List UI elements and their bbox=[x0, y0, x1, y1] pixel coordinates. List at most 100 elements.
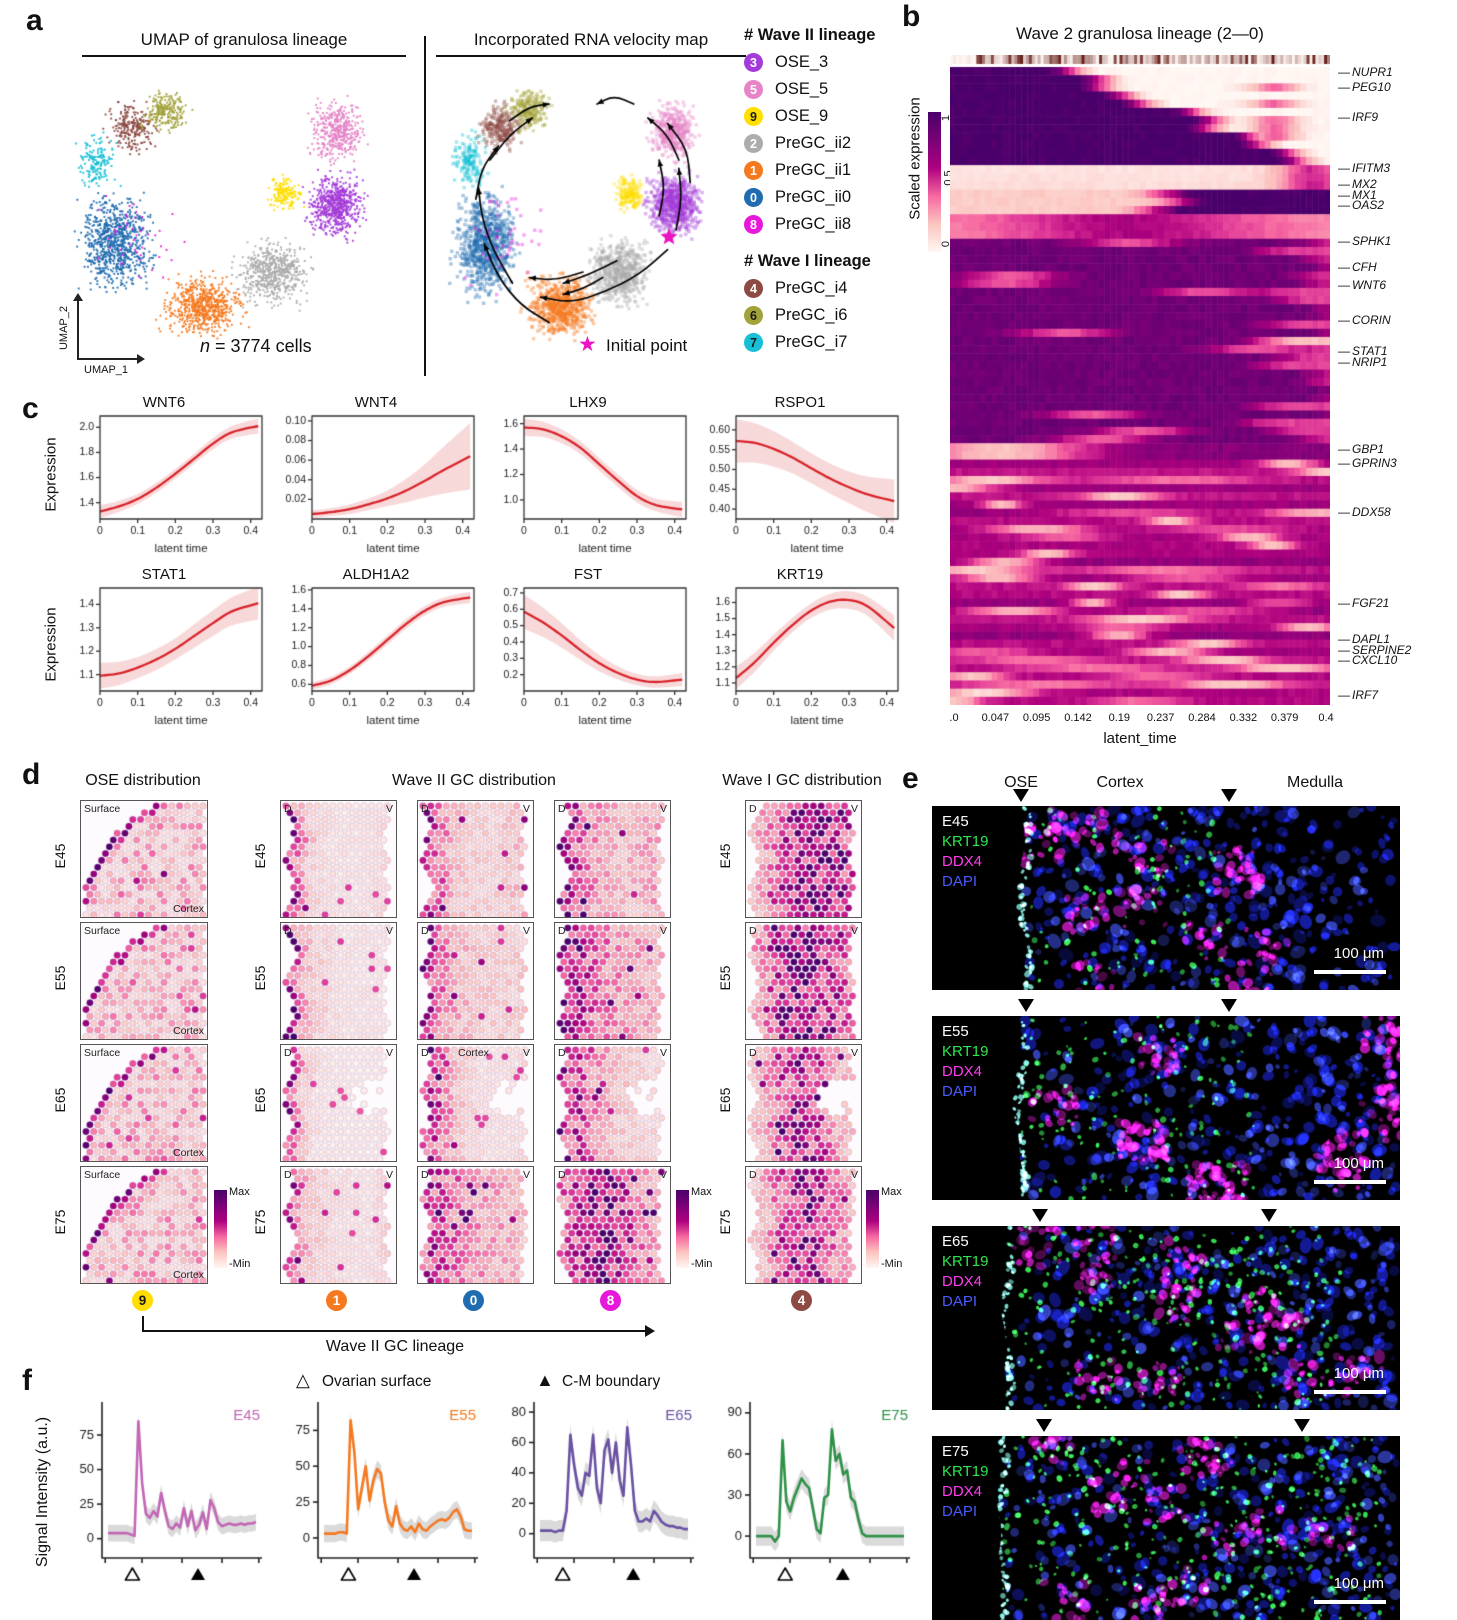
gene-label: — MX2 bbox=[1338, 177, 1377, 191]
heatmap-canvas bbox=[950, 55, 1330, 705]
umap-axis-y bbox=[77, 300, 79, 360]
legend-wave2-items: 3 OSE_3 5 OSE_5 9 OSE_9 2 PreGC_ii2 1 PreGC_ii1 0 P… bbox=[744, 49, 894, 238]
fluorescence-image: E75 KRT19 DDX4 DAPI 100 μm bbox=[932, 1419, 1400, 1620]
scale-bar bbox=[1314, 1390, 1386, 1394]
gene-label: — DDX58 bbox=[1338, 505, 1391, 519]
intensity-plot bbox=[710, 1396, 916, 1604]
fluorescence-canvas bbox=[932, 1436, 1400, 1620]
expression-plot: ALDH1A2 bbox=[272, 566, 480, 738]
fluorescence-canvas bbox=[932, 1226, 1400, 1410]
gene-label-name: PEG10 bbox=[1352, 80, 1391, 95]
colorbar-max-label: Max bbox=[691, 1186, 712, 1198]
heatmap-xtick: 0.142 bbox=[1064, 712, 1092, 724]
cluster-badge: 5 bbox=[744, 80, 763, 99]
fluorescence-image: E65 KRT19 DDX4 DAPI 100 μm bbox=[932, 1209, 1400, 1410]
colorbar-min-label: -Min bbox=[229, 1258, 251, 1270]
gene-label: — WNT6 bbox=[1338, 278, 1386, 292]
panel-f: f △ Ovarian surface ▲ C-M boundary Signa… bbox=[0, 1358, 920, 1605]
ventral-label: V bbox=[522, 803, 530, 815]
scale-bar bbox=[1314, 970, 1386, 974]
cortex-header: Cortex bbox=[1096, 774, 1144, 791]
intensity-plot-canvas bbox=[710, 1396, 916, 1604]
expression-plot: LHX9 bbox=[484, 394, 692, 566]
expression-plot-title: WNT6 bbox=[142, 394, 186, 411]
age-label: E75 bbox=[942, 1443, 969, 1460]
spatial-row-label: E65 bbox=[52, 1087, 68, 1113]
gene-label-tick: — bbox=[1338, 65, 1350, 80]
cluster-badge: 1 bbox=[326, 1290, 347, 1311]
gene-label-name: CORIN bbox=[1352, 312, 1391, 327]
scale-bar bbox=[1314, 1600, 1386, 1604]
heatmap-xtick: .0 bbox=[949, 712, 959, 724]
panel-c: c Expression Expression WNT6 WNT4 LHX9 RSPO… bbox=[0, 388, 920, 748]
gene-label-tick: — bbox=[1338, 160, 1350, 175]
gene-label: — SERPINE2 bbox=[1338, 643, 1411, 657]
legend-item: 9 OSE_9 bbox=[744, 103, 894, 130]
umap-scatter-canvas bbox=[54, 68, 406, 364]
gene-label-tick: — bbox=[1338, 187, 1350, 202]
legend-item: 7 PreGC_i7 bbox=[744, 329, 894, 356]
heatmap-title: Wave 2 granulosa lineage (2—0) bbox=[1016, 24, 1264, 43]
gene-label-name: DAPL1 bbox=[1352, 631, 1391, 646]
gene-label-name: WNT6 bbox=[1352, 278, 1386, 293]
legend-item-label: OSE_9 bbox=[775, 107, 829, 125]
colorbar-min-label: -Min bbox=[881, 1258, 903, 1270]
intensity-plot bbox=[62, 1396, 268, 1604]
gene-label: — IRF9 bbox=[1338, 110, 1378, 124]
fluorescence-labels: E75 KRT19 DDX4 DAPI bbox=[942, 1442, 988, 1522]
open-triangle-icon: △ bbox=[296, 1370, 310, 1390]
dorsal-label: D bbox=[558, 925, 566, 937]
gene-label-tick: — bbox=[1338, 456, 1350, 471]
scale-text: 100 μm bbox=[1333, 1575, 1384, 1592]
heatmap-xtick: 0.332 bbox=[1229, 712, 1258, 724]
ose-dist-header: OSE distribution bbox=[85, 772, 201, 789]
scale-bar bbox=[1314, 1180, 1386, 1184]
spatial-panel-canvas bbox=[81, 923, 207, 1039]
heatmap-xtick: 0.284 bbox=[1188, 712, 1216, 724]
spatial-panel: Surface Cortex bbox=[80, 1044, 208, 1162]
filled-triangle-icon: ▲ bbox=[536, 1370, 554, 1390]
spatial-panel-canvas bbox=[81, 1045, 207, 1161]
surface-label: Surface bbox=[84, 803, 121, 815]
spatial-row-label: E65 bbox=[717, 1087, 733, 1113]
heatmap-xtick: 0.19 bbox=[1108, 712, 1131, 724]
expression-plot-canvas bbox=[484, 583, 692, 735]
gene-label-name: CFH bbox=[1352, 259, 1377, 274]
gene-label: — FGF21 bbox=[1338, 596, 1389, 610]
ventral-label: V bbox=[659, 803, 667, 815]
gene-label-tick: — bbox=[1338, 643, 1350, 658]
ventral-label: V bbox=[659, 1169, 667, 1181]
expression-plot: FST bbox=[484, 566, 692, 738]
gene-label-tick: — bbox=[1338, 278, 1350, 293]
marker-label: DDX4 bbox=[942, 853, 983, 870]
dorsal-label: D bbox=[421, 1047, 429, 1059]
gene-label-name: MX1 bbox=[1352, 187, 1377, 202]
panel-a-divider bbox=[424, 36, 426, 376]
gene-label: — SPHK1 bbox=[1338, 234, 1391, 248]
heatmap-gene-labels: — NUPR1— PEG10— IRF9— IFITM3— MX2— MX1— OAS2— SP… bbox=[1334, 55, 1454, 705]
ventral-label: V bbox=[659, 925, 667, 937]
cluster-badge: 1 bbox=[744, 161, 763, 180]
spatial-panel-canvas bbox=[81, 801, 207, 917]
dorsal-label: D bbox=[558, 803, 566, 815]
scale-text: 100 μm bbox=[1333, 945, 1384, 962]
legend-item-label: PreGC_ii0 bbox=[775, 188, 852, 206]
gene-label-name: GBP1 bbox=[1352, 441, 1385, 456]
cm-marker-triangle bbox=[1260, 1209, 1277, 1222]
dorsal-label: D bbox=[558, 1047, 566, 1059]
legend-wave2-header: # Wave II lineage bbox=[744, 26, 876, 44]
spatial-row-label: E75 bbox=[717, 1209, 733, 1235]
spatial-panel-canvas bbox=[555, 1045, 670, 1161]
spatial-panel-canvas bbox=[555, 801, 670, 917]
ventral-label: V bbox=[850, 1169, 858, 1181]
umap-ylabel: UMAP_2 bbox=[58, 305, 71, 351]
cell-count-label: n = 3774 cells bbox=[200, 336, 312, 357]
cluster-badge: 0 bbox=[463, 1290, 484, 1311]
gene-label: — MX1 bbox=[1338, 188, 1377, 202]
spatial-panel-canvas bbox=[746, 801, 861, 917]
gene-label-tick: — bbox=[1338, 653, 1350, 668]
legend-item-label: PreGC_i4 bbox=[775, 279, 848, 297]
